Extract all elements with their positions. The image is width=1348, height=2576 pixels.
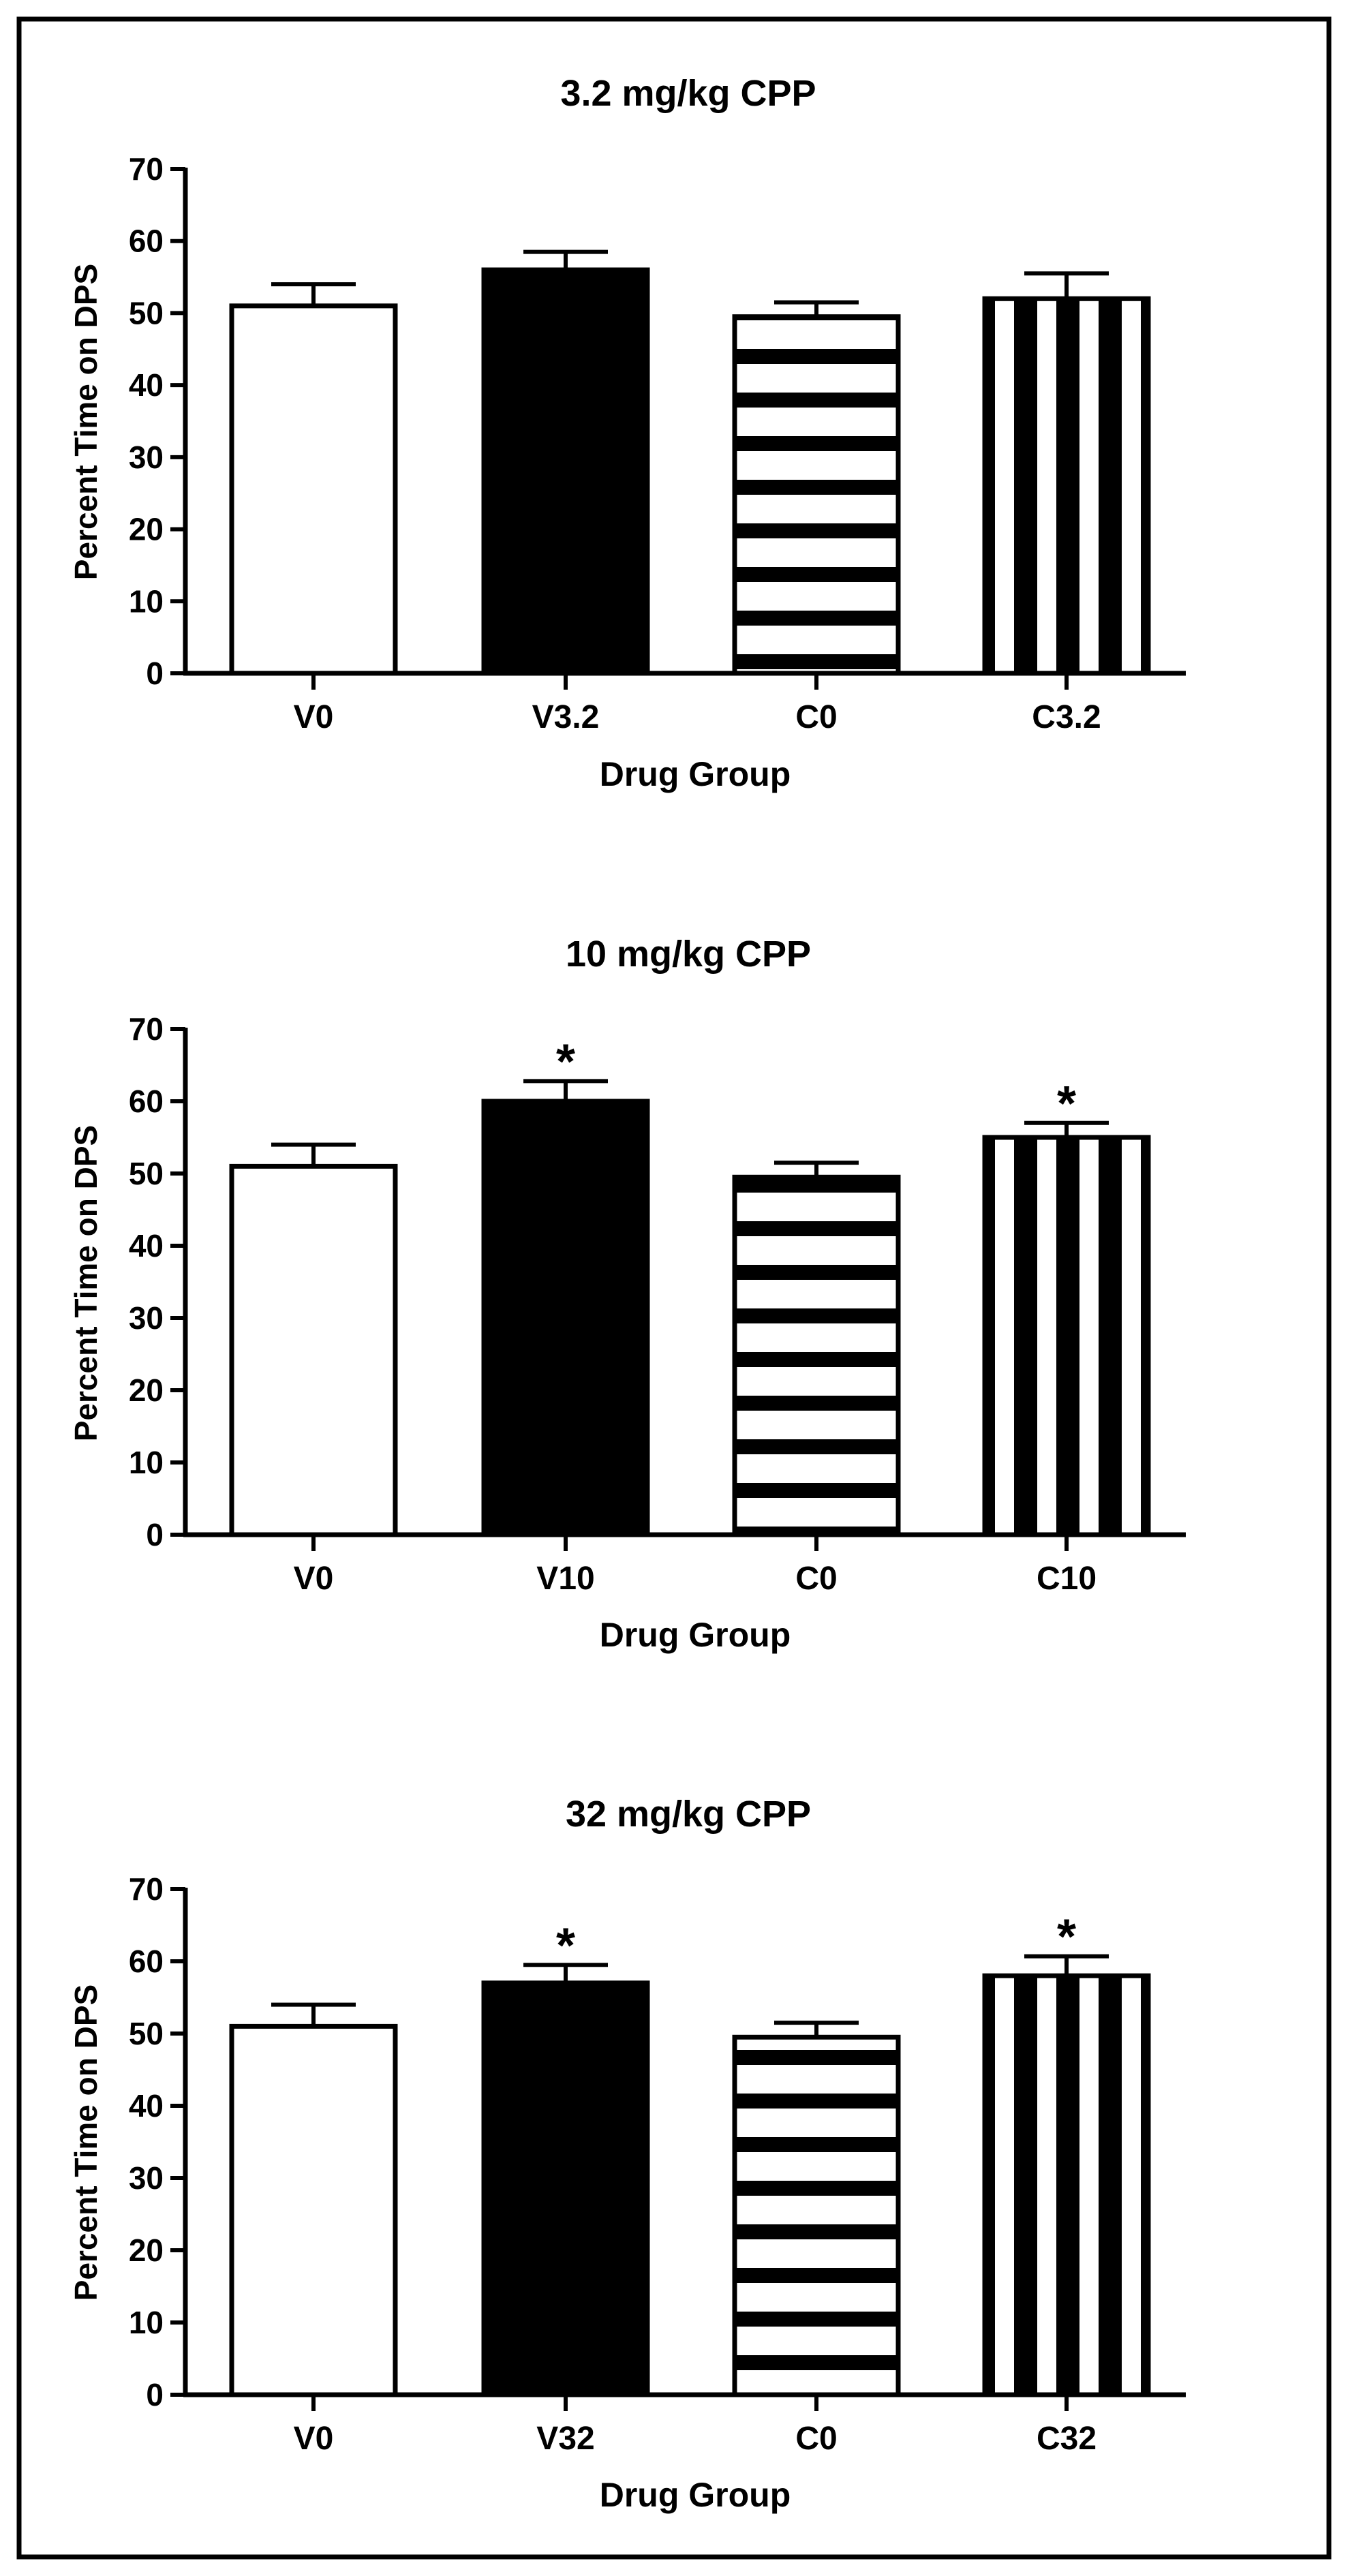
x-axis-label: Drug Group bbox=[600, 2476, 791, 2514]
y-tick-label: 60 bbox=[129, 224, 164, 259]
significance-marker: * bbox=[556, 1034, 575, 1089]
y-tick-label: 70 bbox=[129, 1011, 164, 1047]
bar-c0 bbox=[732, 2034, 901, 2397]
y-tick-label: 40 bbox=[129, 2088, 164, 2123]
y-tick-label: 60 bbox=[129, 1084, 164, 1119]
y-tick-label: 40 bbox=[129, 1228, 164, 1263]
y-tick-label: 0 bbox=[146, 1517, 164, 1552]
significance-marker: * bbox=[556, 1918, 575, 1973]
y-tick-label: 20 bbox=[129, 2233, 164, 2268]
x-tick-label: V0 bbox=[294, 2421, 334, 2457]
bar-v3-2 bbox=[481, 267, 650, 676]
y-tick-label: 10 bbox=[129, 1445, 164, 1480]
x-tick-label: C0 bbox=[795, 1561, 837, 1597]
plot-area-2: 0 10 20 30 40 50 60 70 V0 * V10 C0 * C10 bbox=[129, 1011, 1186, 1597]
x-tick-label: V3.2 bbox=[532, 699, 600, 735]
chart-panel-3: 32 mg/kg CPP Percent Time on DPS Drug Gr… bbox=[68, 1794, 1186, 2514]
y-tick-label: 70 bbox=[129, 151, 164, 187]
x-tick-label: C0 bbox=[795, 2421, 837, 2457]
plot-area-1: 0 10 20 30 40 50 60 70 V0 V3.2 C0 C3.2 bbox=[129, 151, 1186, 735]
y-tick-label: 70 bbox=[129, 1871, 164, 1907]
y-tick-label: 10 bbox=[129, 2305, 164, 2340]
x-tick-label: V32 bbox=[536, 2421, 594, 2457]
chart-title: 3.2 mg/kg CPP bbox=[560, 73, 816, 114]
y-axis-label: Percent Time on DPS bbox=[68, 1125, 104, 1441]
x-axis-label: Drug Group bbox=[600, 755, 791, 793]
chart-panel-2: 10 mg/kg CPP Percent Time on DPS Drug Gr… bbox=[68, 934, 1186, 1654]
bar-v0 bbox=[229, 1163, 398, 1537]
y-tick-label: 40 bbox=[129, 367, 164, 403]
x-tick-label: V0 bbox=[294, 699, 334, 735]
y-axis-label: Percent Time on DPS bbox=[68, 264, 104, 580]
significance-marker: * bbox=[1057, 1077, 1076, 1131]
bar-v32 bbox=[481, 1980, 650, 2397]
x-tick-label: V10 bbox=[536, 1561, 594, 1597]
significance-marker: * bbox=[1057, 1910, 1076, 1965]
x-tick-label: C3.2 bbox=[1032, 699, 1101, 735]
chart-title: 10 mg/kg CPP bbox=[566, 934, 811, 975]
y-tick-label: 0 bbox=[146, 2377, 164, 2412]
bar-v0 bbox=[229, 2023, 398, 2397]
bar-c0 bbox=[732, 1174, 901, 1537]
y-tick-label: 30 bbox=[129, 440, 164, 475]
bar-c0 bbox=[732, 314, 901, 676]
x-tick-label: C32 bbox=[1037, 2421, 1097, 2457]
plot-area-3: 0 10 20 30 40 50 60 70 V0 * V32 C0 * C32 bbox=[129, 1871, 1186, 2457]
y-tick-label: 0 bbox=[146, 656, 164, 691]
y-tick-label: 60 bbox=[129, 1944, 164, 1979]
x-axis-label: Drug Group bbox=[600, 1616, 791, 1654]
y-axis-label: Percent Time on DPS bbox=[68, 1984, 104, 2301]
chart-title: 32 mg/kg CPP bbox=[566, 1794, 811, 1835]
y-tick-label: 30 bbox=[129, 1300, 164, 1336]
y-tick-label: 50 bbox=[129, 2016, 164, 2051]
bar-c3-2 bbox=[982, 296, 1151, 676]
y-tick-label: 30 bbox=[129, 2160, 164, 2196]
x-tick-label: V0 bbox=[294, 1561, 334, 1597]
x-tick-label: C10 bbox=[1037, 1561, 1097, 1597]
bar-v0 bbox=[229, 303, 398, 676]
y-tick-label: 20 bbox=[129, 512, 164, 547]
chart-panel-1: 3.2 mg/kg CPP Percent Time on DPS Drug G… bbox=[68, 73, 1186, 793]
x-tick-label: C0 bbox=[795, 699, 837, 735]
bar-v10 bbox=[481, 1099, 650, 1537]
y-tick-label: 10 bbox=[129, 583, 164, 619]
bar-c32 bbox=[982, 1973, 1151, 2397]
bar-c10 bbox=[982, 1135, 1151, 1537]
y-tick-label: 50 bbox=[129, 295, 164, 331]
figure-border bbox=[16, 16, 1332, 2560]
y-tick-label: 20 bbox=[129, 1373, 164, 1408]
y-tick-label: 50 bbox=[129, 1156, 164, 1191]
